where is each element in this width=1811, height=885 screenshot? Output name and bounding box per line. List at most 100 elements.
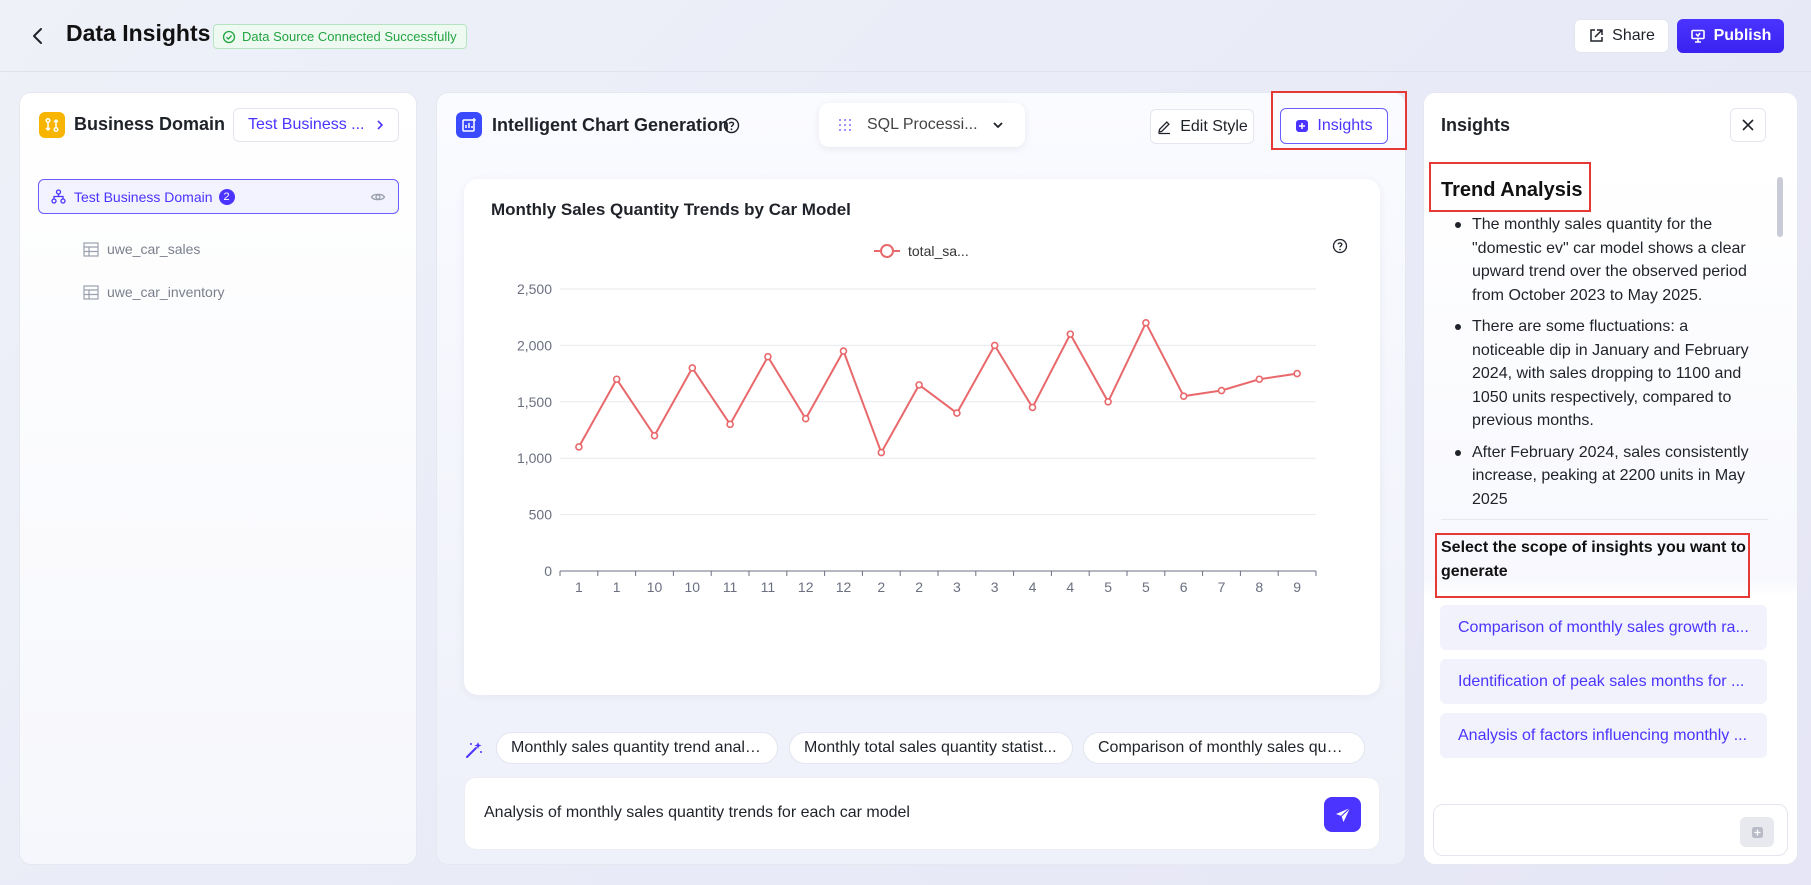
data-point	[650, 431, 659, 440]
x-tick-label: 4	[1066, 579, 1074, 595]
x-tick-label: 1	[613, 579, 621, 595]
help-icon[interactable]	[723, 117, 740, 134]
insight-bullet: After February 2024, sales consistently …	[1450, 441, 1750, 512]
data-point	[688, 364, 697, 372]
chart-title: Monthly Sales Quantity Trends by Car Mod…	[491, 200, 851, 219]
close-icon	[1742, 119, 1754, 131]
data-point	[839, 347, 848, 355]
insight-bullet: The monthly sales quantity for the "dome…	[1450, 213, 1750, 307]
chevron-down-icon	[992, 122, 1003, 129]
scope-option[interactable]: Analysis of factors influencing monthly …	[1440, 713, 1767, 758]
sql-select-value: SQL Processi...	[867, 116, 978, 133]
check-circle-icon	[222, 30, 236, 43]
x-tick-label: 11	[761, 579, 776, 595]
x-tick-label: 10	[685, 579, 701, 595]
publish-label: Publish	[1713, 27, 1772, 44]
x-tick-label: 2	[877, 579, 885, 595]
edit-style-button[interactable]: Edit Style	[1150, 109, 1254, 144]
eye-icon[interactable]	[370, 189, 386, 205]
data-point	[764, 352, 772, 361]
x-tick-label: 1	[575, 579, 583, 595]
share-icon	[1590, 29, 1603, 42]
tree-root-domain[interactable]: Test Business Domain 2	[38, 179, 399, 214]
send-button[interactable]	[1324, 797, 1361, 832]
chart-panel-heading: Intelligent Chart Generation	[492, 115, 730, 135]
tree-count-badge: 2	[218, 188, 235, 205]
y-tick-label: 1,000	[517, 450, 552, 466]
insights-button[interactable]: Insights	[1280, 108, 1388, 144]
edit-style-label: Edit Style	[1180, 117, 1248, 135]
data-point	[1142, 319, 1150, 327]
domain-select[interactable]: Test Business ...	[233, 108, 399, 142]
legend-label: total_sa...	[908, 243, 969, 259]
share-button[interactable]: Share	[1574, 19, 1669, 53]
insights-content[interactable]: Trend Analysis The monthly sales quantit…	[1424, 163, 1797, 596]
domain-select-value: Test Business ...	[248, 116, 365, 133]
y-tick-label: 2,000	[517, 337, 552, 353]
data-point	[990, 341, 999, 350]
insights-send-button[interactable]	[1740, 817, 1774, 847]
data-point	[1066, 330, 1075, 338]
insights-input[interactable]	[1433, 804, 1788, 856]
x-tick-label: 3	[953, 579, 961, 595]
y-tick-label: 500	[529, 507, 553, 523]
chevron-right-icon	[377, 120, 384, 130]
grid-dots-icon	[839, 119, 851, 131]
y-tick-label: 2,500	[517, 281, 552, 297]
close-button[interactable]	[1730, 108, 1766, 142]
tree-root-label: Test Business Domain	[74, 188, 213, 205]
data-point	[1217, 386, 1226, 395]
x-tick-label: 7	[1218, 579, 1226, 595]
x-tick-label: 4	[1029, 579, 1037, 595]
data-point	[801, 414, 810, 423]
x-tick-label: 10	[647, 579, 663, 595]
page-title: Data Insights	[66, 20, 211, 46]
status-badge: Data Source Connected Successfully	[213, 24, 467, 49]
y-tick-label: 1,500	[517, 394, 552, 410]
query-input[interactable]: Analysis of monthly sales quantity trend…	[464, 777, 1380, 850]
send-icon	[1335, 807, 1350, 822]
x-tick-label: 6	[1180, 579, 1188, 595]
status-text: Data Source Connected Successfully	[242, 29, 457, 44]
trend-analysis-heading: Trend Analysis	[1441, 179, 1583, 201]
x-tick-label: 8	[1255, 579, 1263, 595]
suggestion-chip[interactable]: Monthly sales quantity trend analy...	[496, 732, 778, 764]
share-label: Share	[1612, 27, 1655, 44]
x-tick-label: 5	[1104, 579, 1112, 595]
publish-button[interactable]: Publish	[1677, 19, 1784, 53]
insights-bullet-list: The monthly sales quantity for the "dome…	[1450, 213, 1750, 519]
data-point	[877, 448, 886, 457]
chart-generation-icon	[456, 112, 482, 138]
x-tick-label: 11	[723, 579, 738, 595]
scope-option[interactable]: Identification of peak sales months for …	[1440, 659, 1767, 704]
suggestion-chip-label: Monthly total sales quantity statist...	[804, 739, 1057, 756]
x-tick-label: 5	[1142, 579, 1150, 595]
insight-bullet: There are some fluctuations: a noticeabl…	[1450, 315, 1750, 433]
data-point	[726, 420, 734, 429]
x-tick-label: 9	[1293, 579, 1301, 595]
domain-icon	[39, 112, 65, 138]
tree-item-table[interactable]: uwe_car_sales	[83, 238, 200, 260]
insights-panel: Insights Trend Analysis The monthly sale…	[1423, 92, 1798, 865]
x-tick-label: 12	[798, 579, 814, 595]
suggestion-chip[interactable]: Comparison of monthly sales quan...	[1083, 732, 1365, 764]
table-icon	[83, 284, 99, 300]
tree-item-table[interactable]: uwe_car_inventory	[83, 281, 225, 303]
data-point	[915, 381, 923, 389]
pencil-icon	[1158, 120, 1171, 134]
sql-processing-select[interactable]: SQL Processi...	[819, 103, 1025, 147]
help-icon[interactable]	[1332, 238, 1348, 254]
scrollbar[interactable]	[1777, 177, 1783, 237]
data-point	[1255, 375, 1264, 384]
scope-option-label: Analysis of factors influencing monthly …	[1458, 726, 1748, 744]
tree-item-label: uwe_car_inventory	[107, 284, 225, 300]
chart-card: Monthly Sales Quantity Trends by Car Mod…	[464, 179, 1380, 695]
scope-option[interactable]: Comparison of monthly sales growth ra...	[1440, 605, 1767, 650]
business-domain-panel: Business Domain Test Business ... Test B…	[19, 92, 417, 865]
add-square-icon	[1751, 826, 1763, 838]
query-text[interactable]: Analysis of monthly sales quantity trend…	[484, 804, 910, 821]
table-icon	[83, 241, 99, 257]
suggestion-chip[interactable]: Monthly total sales quantity statist...	[789, 732, 1073, 764]
back-arrow-icon[interactable]	[26, 24, 50, 48]
